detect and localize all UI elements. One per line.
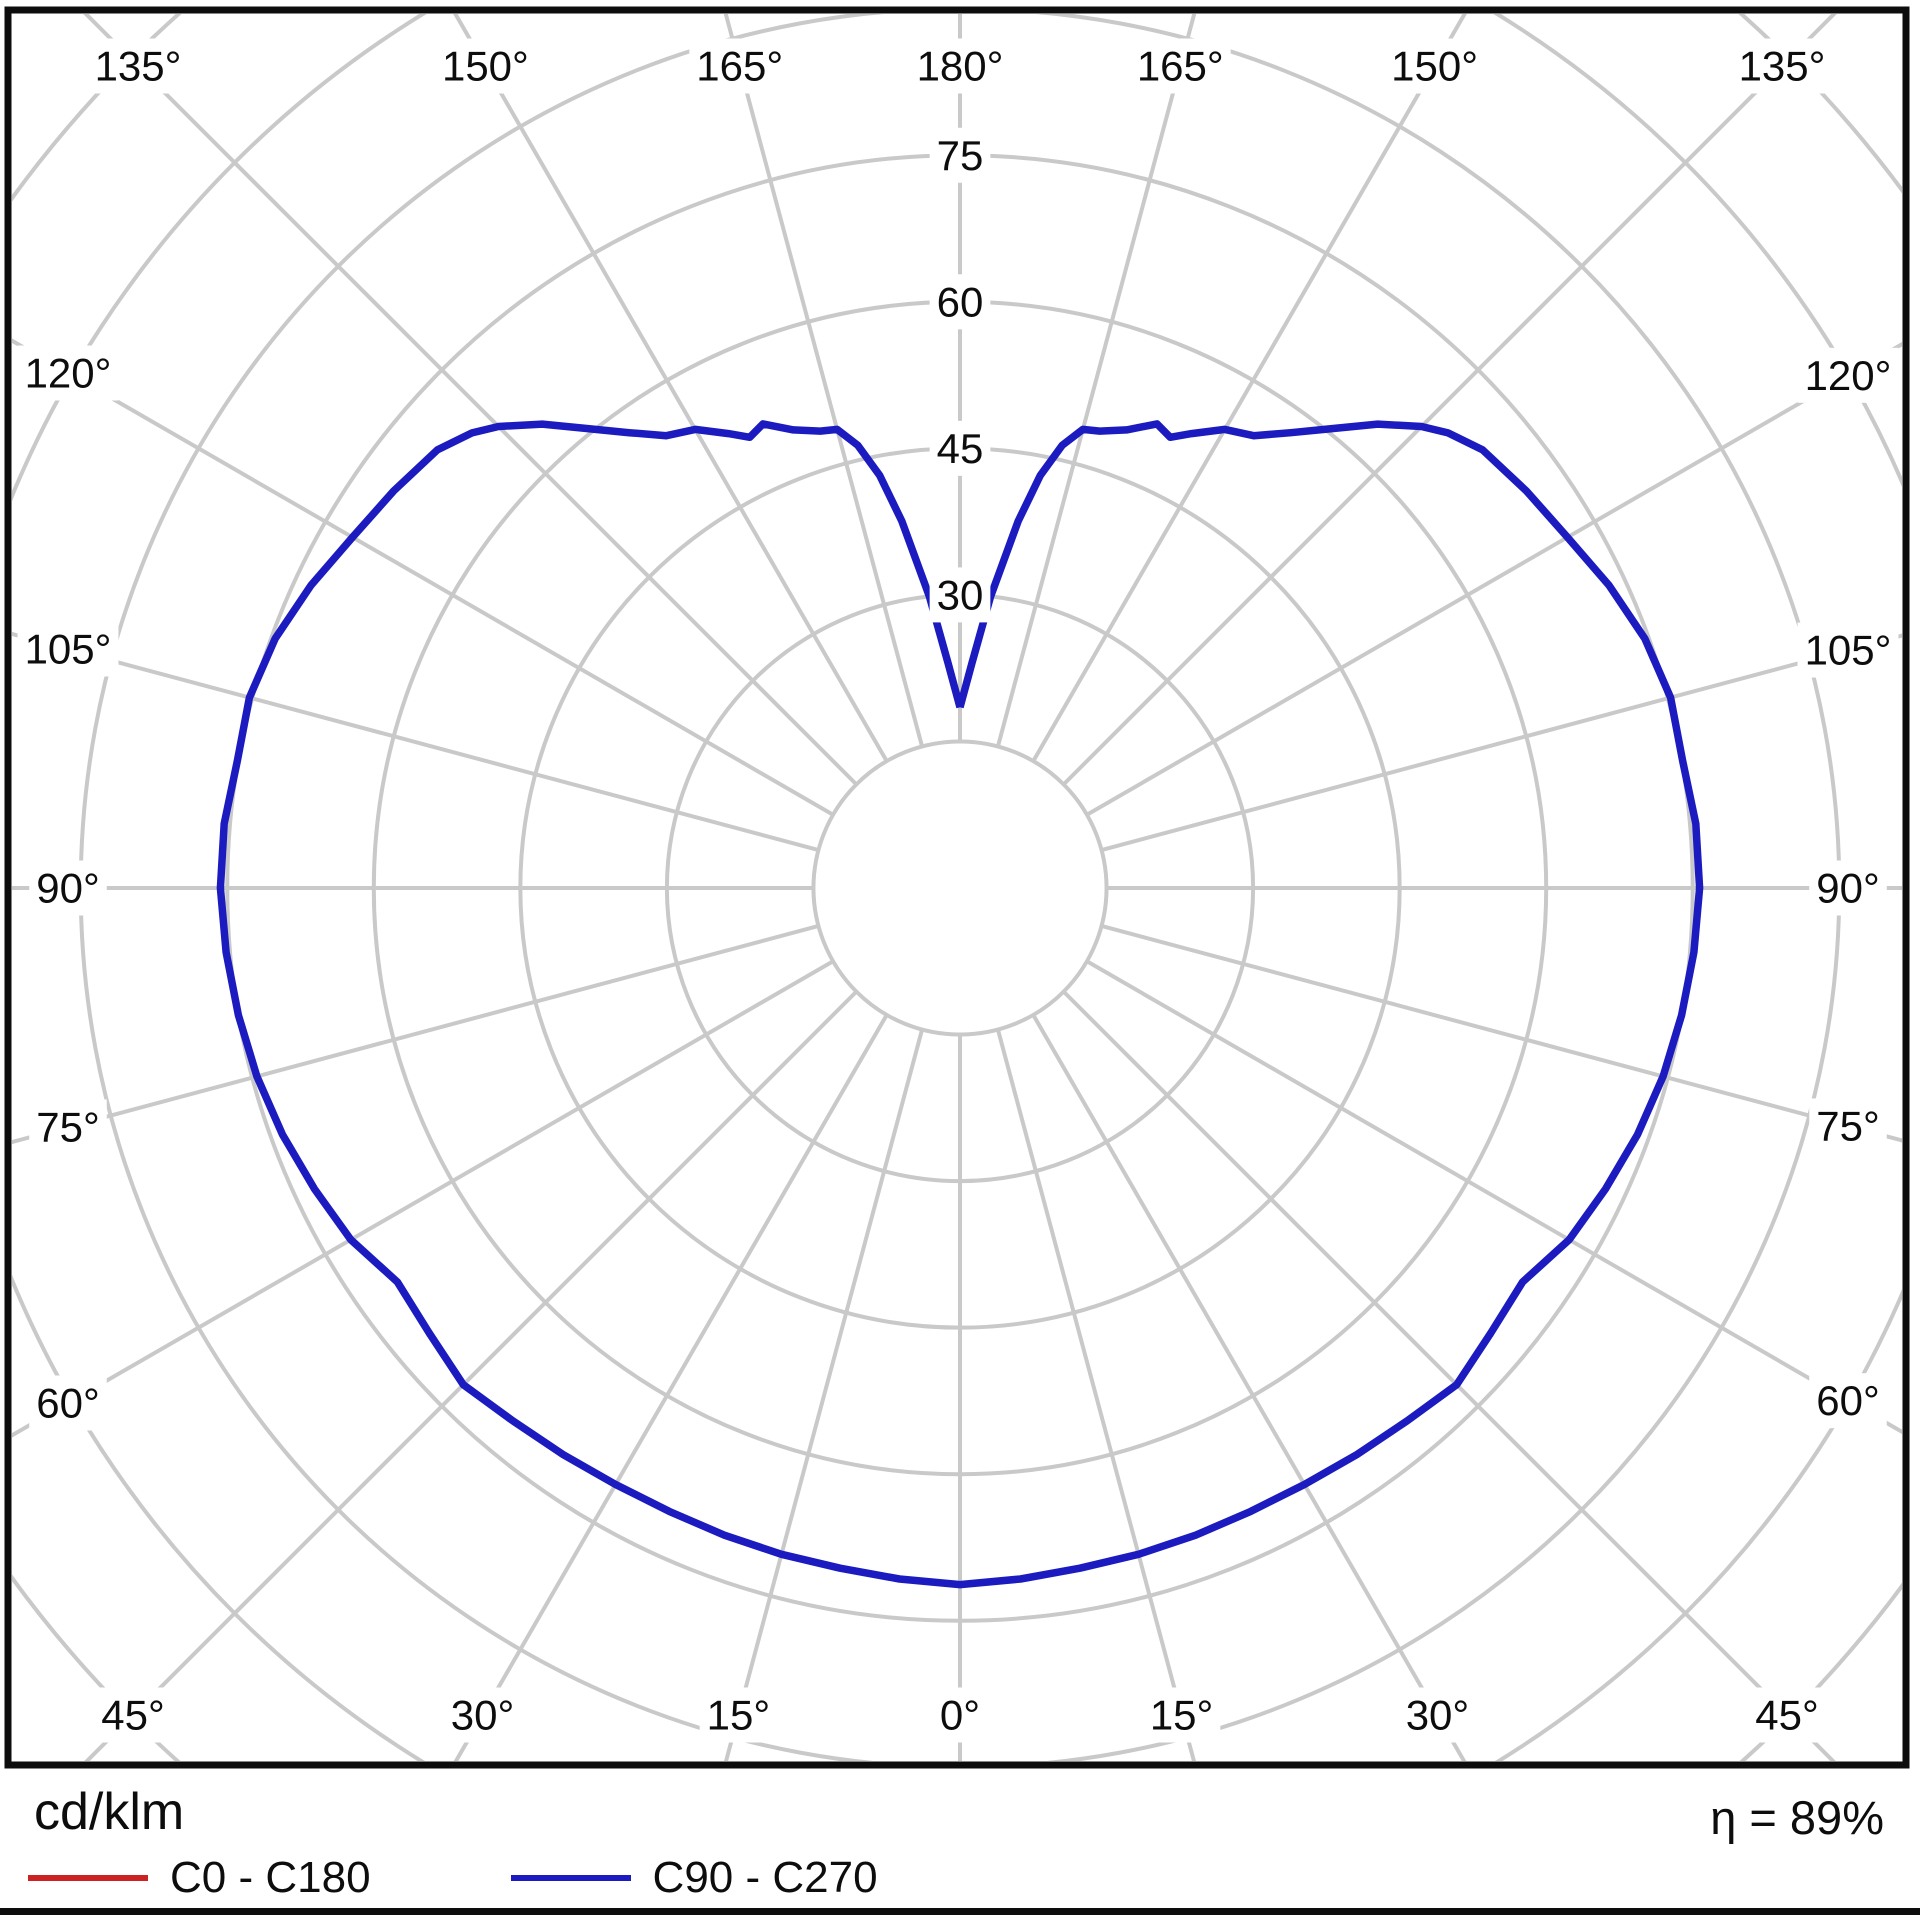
angle-label-90-right: 90° [36, 865, 100, 912]
intensity-tick-label-30-bg [929, 567, 991, 623]
angle-label-90-left: 90° [1816, 865, 1880, 912]
polar-grid-radial-line-15-right [724, 1029, 925, 1761]
angle-label-90-left-bg [1809, 860, 1887, 916]
polar-grid-radial-line-120-left [1085, 341, 1902, 817]
legend-line-c0-c180 [28, 1875, 148, 1881]
angle-label-30-left: 30° [1406, 1692, 1470, 1739]
angle-label-120-right-bg [17, 345, 119, 401]
polar-grid-radial-line-105-right [12, 631, 819, 853]
angle-label-75-left-bg [1809, 1098, 1887, 1154]
polar-grid-radial-line-75-left [1101, 923, 1902, 1143]
intensity-tick-label-75: 75 [937, 132, 984, 179]
angle-label-30-left-bg [1398, 1687, 1477, 1743]
plot-frame [4, 6, 1910, 1769]
intensity-tick-label-45: 45 [937, 425, 984, 472]
angle-label-120-left: 120° [1805, 352, 1892, 399]
angle-label-45-right: 45° [101, 1692, 165, 1739]
angle-label-0-left-bg [932, 1687, 988, 1743]
angle-label-15-right-bg [699, 1687, 778, 1743]
angle-label-105-right-bg [17, 621, 119, 677]
polar-grid-radial-line-30-left [1031, 1013, 1467, 1761]
bottom-divider-rule [0, 1908, 1920, 1915]
angle-label-150-left-bg [1384, 38, 1486, 94]
curve-c90-c270 [216, 420, 1704, 1589]
angle-label-60-left-bg [1809, 1373, 1887, 1429]
angle-label-105-left: 105° [1805, 627, 1892, 674]
angle-label-15-left: 15° [1150, 1692, 1214, 1739]
angle-label-120-right: 120° [25, 350, 112, 397]
angle-label-135-right: 135° [95, 43, 182, 90]
intensity-tick-label-75-bg [929, 127, 991, 183]
polar-grid-radial-line-45-left [1062, 990, 1836, 1761]
unit-label: cd/klm [34, 1783, 185, 1841]
angle-label-165-left-bg [1129, 38, 1231, 94]
legend-label-c0-c180: C0 - C180 [170, 1853, 371, 1902]
angle-label-60-left: 60° [1816, 1377, 1880, 1424]
angle-label-120-left-bg [1797, 347, 1899, 403]
angle-label-150-right-bg [434, 38, 536, 94]
polar-grid-radial-line-135-left [1062, 14, 1837, 786]
angle-label-180-left-bg [909, 38, 1011, 94]
polar-grid-radial-line-60-right [12, 959, 835, 1438]
legend-label-c90-c270: C90 - C270 [652, 1853, 878, 1902]
polar-grid-radial-line-120-right [12, 338, 835, 817]
angle-label-165-left: 165° [1137, 43, 1224, 90]
intensity-tick-label-45-bg [929, 420, 991, 476]
angle-label-180-left: 180° [917, 43, 1004, 90]
angle-label-75-right-bg [29, 1099, 107, 1155]
polar-grid-radial-line-45-right [84, 990, 858, 1761]
angle-label-165-right-bg [689, 38, 791, 94]
angle-label-135-left-bg [1731, 38, 1833, 94]
angle-label-75-right: 75° [36, 1104, 100, 1151]
angle-label-0-left: 0° [940, 1692, 980, 1739]
angle-label-105-left-bg [1797, 622, 1899, 678]
polar-grid-radial-line-150-left [1031, 14, 1467, 763]
intensity-tick-label-60-bg [929, 274, 991, 330]
angle-label-105-right: 105° [25, 625, 112, 672]
legend: C0 - C180 C90 - C270 [28, 1850, 1018, 1906]
angle-label-30-right-bg [443, 1687, 522, 1743]
polar-grid-radial-line-135-right [83, 14, 858, 786]
angle-label-75-left: 75° [1816, 1102, 1880, 1149]
angle-label-15-right: 15° [707, 1692, 771, 1739]
angle-label-15-left-bg [1142, 1687, 1221, 1743]
intensity-tick-label-60: 60 [937, 278, 984, 325]
angle-label-90-right-bg [29, 860, 107, 916]
polar-grid-radial-line-15-left [995, 1029, 1196, 1761]
polar-grid-radial-line-150-right [453, 14, 889, 763]
polar-grid-radial-line-60-left [1085, 959, 1902, 1435]
angle-label-30-right: 30° [451, 1692, 515, 1739]
angle-label-45-left-bg [1748, 1687, 1826, 1743]
angle-label-45-left: 45° [1755, 1692, 1819, 1739]
legend-line-c90-c270 [510, 1875, 631, 1881]
angle-label-60-right: 60° [36, 1379, 100, 1426]
intensity-tick-label-30: 30 [937, 571, 984, 618]
polar-grid-radial-line-105-left [1101, 633, 1902, 853]
angle-label-165-right: 165° [696, 43, 783, 90]
polar-grid-radial-line-30-right [453, 1013, 889, 1761]
angle-label-150-right: 150° [442, 43, 529, 90]
angle-label-135-left: 135° [1739, 43, 1826, 90]
efficiency-label: η = 89% [1710, 1791, 1884, 1844]
angle-label-135-right-bg [87, 38, 189, 94]
angle-label-60-right-bg [29, 1375, 107, 1431]
angle-label-150-left: 150° [1391, 43, 1478, 90]
polar-grid-radial-line-75-right [12, 923, 819, 1145]
angle-label-45-right-bg [94, 1687, 172, 1743]
